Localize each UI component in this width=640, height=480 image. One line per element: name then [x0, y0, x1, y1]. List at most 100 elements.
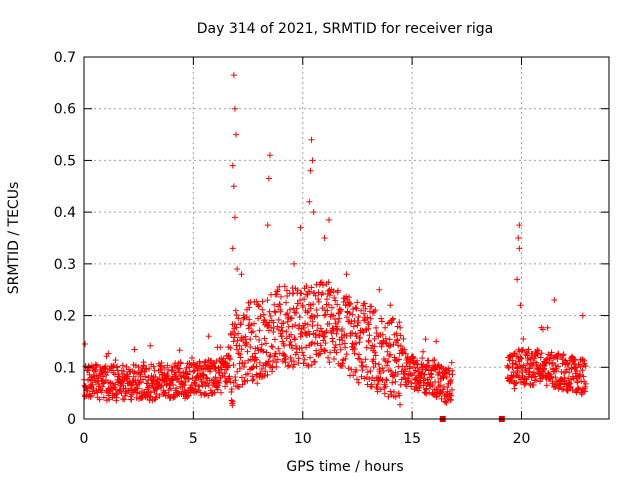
- data-point: [386, 343, 393, 350]
- data-point: [343, 293, 350, 300]
- data-point: [292, 342, 299, 349]
- data-point: [239, 381, 246, 388]
- data-point: [212, 374, 219, 381]
- data-point: [275, 326, 282, 333]
- data-point: [365, 321, 372, 328]
- data-point: [333, 323, 340, 330]
- data-point: [291, 336, 298, 343]
- data-point: [206, 368, 213, 375]
- data-point: [286, 306, 293, 313]
- data-point: [294, 300, 301, 307]
- data-point: [215, 379, 222, 386]
- data-point: [156, 393, 163, 400]
- data-point: [356, 339, 363, 346]
- data-point: [570, 375, 577, 382]
- data-point: [383, 376, 390, 383]
- data-point: [211, 389, 218, 396]
- data-point: [277, 308, 284, 315]
- data-point: [511, 385, 518, 392]
- data-point: [317, 325, 324, 332]
- data-point: [510, 360, 517, 367]
- data-point: [434, 386, 441, 393]
- data-point: [331, 344, 338, 351]
- data-point: [283, 328, 290, 335]
- data-point: [324, 307, 331, 314]
- data-point: [288, 315, 295, 322]
- data-point: [267, 352, 274, 359]
- data-point: [351, 346, 358, 353]
- data-point: [256, 359, 263, 366]
- data-point: [185, 376, 192, 383]
- data-point: [301, 356, 308, 363]
- data-point: [307, 354, 314, 361]
- data-point: [529, 363, 536, 370]
- data-point: [516, 222, 523, 229]
- data-point: [283, 299, 290, 306]
- data-point: [234, 337, 241, 344]
- data-point: [568, 353, 575, 360]
- data-point: [420, 348, 427, 355]
- data-point: [319, 290, 326, 297]
- data-point: [326, 359, 333, 366]
- data-point: [386, 336, 393, 343]
- data-point: [577, 371, 584, 378]
- data-point: [334, 301, 341, 308]
- data-point: [544, 324, 551, 331]
- data-point: [196, 383, 203, 390]
- data-point: [231, 105, 238, 112]
- data-point: [264, 222, 271, 229]
- data-point: [317, 342, 324, 349]
- data-point: [421, 371, 428, 378]
- data-point: [314, 327, 321, 334]
- data-point: [263, 349, 270, 356]
- data-point: [167, 385, 174, 392]
- data-point: [249, 328, 256, 335]
- data-point: [530, 381, 537, 388]
- data-point: [100, 394, 107, 401]
- data-point: [365, 325, 372, 332]
- data-point: [308, 136, 315, 143]
- data-point: [350, 323, 357, 330]
- data-point: [307, 167, 314, 174]
- data-point: [310, 301, 317, 308]
- axis-ticks: [83, 56, 609, 420]
- data-point: [371, 349, 378, 356]
- data-point: [170, 392, 177, 399]
- data-point: [203, 374, 210, 381]
- data-point: [294, 349, 301, 356]
- data-point: [301, 296, 308, 303]
- data-point: [560, 352, 567, 359]
- data-point: [543, 382, 550, 389]
- data-point: [366, 332, 373, 339]
- data-point: [248, 321, 255, 328]
- data-point: [387, 367, 394, 374]
- data-point: [408, 379, 415, 386]
- data-point: [388, 319, 395, 326]
- data-point: [358, 307, 365, 314]
- y-tick-label: 0: [67, 412, 76, 428]
- data-point: [545, 370, 552, 377]
- data-point: [299, 349, 306, 356]
- data-point: [265, 175, 272, 182]
- data-point: [120, 368, 127, 375]
- data-point: [443, 399, 450, 406]
- data-point: [135, 364, 142, 371]
- data-point: [210, 360, 217, 367]
- data-point: [332, 297, 339, 304]
- data-point: [317, 350, 324, 357]
- data-point: [342, 355, 349, 362]
- data-point: [549, 359, 556, 366]
- data-point: [162, 392, 169, 399]
- data-point: [238, 271, 245, 278]
- data-point: [236, 384, 243, 391]
- data-point: [449, 371, 456, 378]
- data-point: [183, 370, 190, 377]
- data-point: [305, 362, 312, 369]
- data-point: [262, 340, 269, 347]
- data-point: [119, 377, 126, 384]
- data-point: [326, 216, 332, 223]
- data-point: [331, 356, 338, 363]
- data-point: [247, 356, 254, 363]
- y-tick-label: 0.6: [54, 102, 76, 118]
- data-point: [367, 368, 374, 375]
